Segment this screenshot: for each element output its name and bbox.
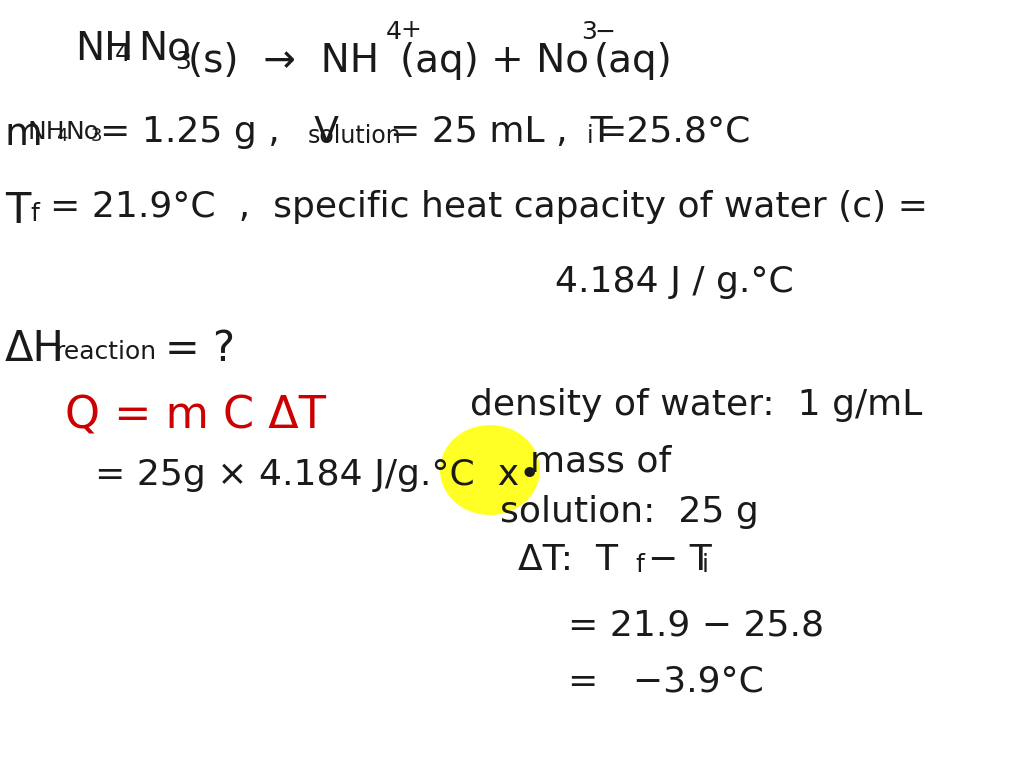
Text: − T: − T: [648, 543, 712, 577]
Text: solution:  25 g: solution: 25 g: [500, 495, 759, 529]
Text: f: f: [635, 553, 644, 577]
Text: =25.8°C: =25.8°C: [596, 115, 751, 149]
Text: = 25 mL ,  T: = 25 mL , T: [390, 115, 612, 149]
Text: 3: 3: [581, 20, 597, 44]
Text: Q = m C ΔT: Q = m C ΔT: [65, 395, 326, 438]
Text: T: T: [5, 190, 31, 232]
Text: density of water:  1 g/mL: density of water: 1 g/mL: [470, 388, 923, 422]
Text: reaction: reaction: [55, 340, 157, 364]
Text: f: f: [30, 202, 39, 226]
Text: m: m: [5, 115, 43, 153]
Text: 4: 4: [386, 20, 402, 44]
Text: 4: 4: [56, 127, 68, 145]
Text: (aq) + No: (aq) + No: [400, 42, 589, 80]
Text: (s)  →  NH: (s) → NH: [188, 42, 379, 80]
Text: mass of: mass of: [530, 445, 672, 479]
Text: 3: 3: [175, 50, 190, 74]
Text: = 21.9°C  ,  specific heat capacity of water (c) =: = 21.9°C , specific heat capacity of wat…: [50, 190, 928, 224]
Text: =   −3.9°C: = −3.9°C: [568, 665, 764, 699]
Text: i: i: [702, 553, 709, 577]
Text: ΔH: ΔH: [5, 328, 65, 370]
Text: = 1.25 g ,   V: = 1.25 g , V: [100, 115, 339, 149]
Ellipse shape: [440, 425, 540, 515]
Text: 3: 3: [91, 127, 102, 145]
Text: = ?: = ?: [165, 328, 234, 370]
Text: 4: 4: [115, 42, 131, 66]
Text: = 25g × 4.184 J/g.°C  x•: = 25g × 4.184 J/g.°C x•: [95, 458, 541, 492]
Text: (aq): (aq): [594, 42, 673, 80]
Text: i: i: [587, 124, 594, 148]
Text: No: No: [65, 120, 99, 144]
Text: 4.184 J / g.°C: 4.184 J / g.°C: [555, 265, 794, 299]
Text: +: +: [400, 18, 421, 42]
Text: ΔT:  T: ΔT: T: [518, 543, 618, 577]
Text: −: −: [594, 20, 615, 44]
Text: No: No: [138, 30, 190, 68]
Text: NH: NH: [75, 30, 133, 68]
Text: = 21.9 − 25.8: = 21.9 − 25.8: [568, 608, 824, 642]
Text: NH: NH: [28, 120, 66, 144]
Text: solution: solution: [308, 124, 401, 148]
